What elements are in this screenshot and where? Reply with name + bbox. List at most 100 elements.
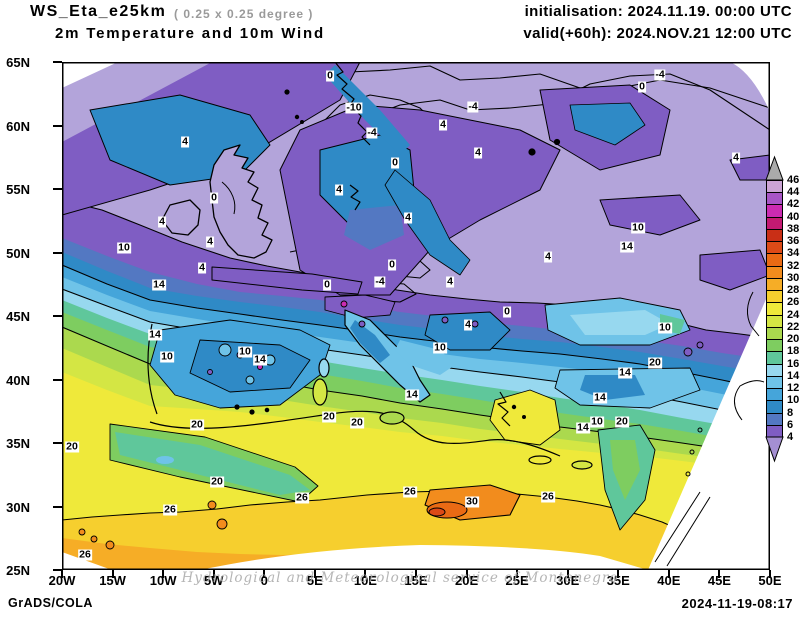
- contour-label: 4: [158, 215, 166, 228]
- colorbar-tick-label: 6: [787, 418, 794, 431]
- contour-label: 0: [210, 191, 218, 204]
- contour-label: 20: [648, 356, 662, 369]
- colorbar-tick-label: 32: [787, 259, 800, 272]
- contour-label: 0: [638, 80, 646, 93]
- lon-tick: [465, 570, 468, 578]
- lat-tick-label: 55N: [6, 182, 30, 197]
- contour-label: 4: [198, 261, 206, 274]
- lon-tick: [313, 570, 316, 578]
- lat-tick: [53, 505, 62, 508]
- contour-label: 26: [163, 503, 177, 516]
- watermark: Hydrological and Meteorological service …: [181, 570, 619, 586]
- contour-label: 20: [210, 475, 224, 488]
- colorbar-arrows: [765, 155, 784, 463]
- contour-label: 10: [590, 415, 604, 428]
- contour-label: 14: [620, 240, 634, 253]
- contour-label: 4: [446, 275, 454, 288]
- contour-label: 14: [152, 278, 166, 291]
- contour-label: 4: [439, 118, 447, 131]
- lat-tick: [53, 251, 62, 254]
- british-isles: [161, 144, 273, 259]
- lon-tick: [516, 570, 519, 578]
- lat-tick-label: 35N: [6, 436, 30, 451]
- contour-label: 4: [404, 211, 412, 224]
- contour-label: 10: [238, 345, 252, 358]
- contour-label: 0: [388, 258, 396, 271]
- lon-tick-label: 20W: [48, 573, 76, 588]
- colorbar-tick-label: 22: [787, 320, 800, 333]
- colorbar-over-arrow: [765, 155, 784, 181]
- plot-title: 2m Temperature and 10m Wind: [55, 25, 325, 42]
- contour-label: 4: [335, 183, 343, 196]
- colorbar-tick-label: 46: [787, 174, 800, 186]
- lat-tick: [53, 442, 62, 444]
- lon-tick: [61, 570, 63, 578]
- contour-label: 20: [322, 410, 336, 423]
- lat-tick: [53, 188, 62, 190]
- grid-resolution: ( 0.25 x 0.25 degree ): [174, 7, 314, 21]
- colorbar-tick-label: 14: [787, 369, 800, 382]
- lon-tick-label: 0: [260, 573, 268, 588]
- lon-tick-label: 5W: [203, 573, 224, 588]
- contour-label: 14: [253, 353, 267, 366]
- lon-tick: [212, 570, 215, 578]
- contour-label: 0: [391, 156, 399, 169]
- colorbar-tick-label: 34: [787, 247, 800, 260]
- colorbar-tick-label: 8: [787, 406, 794, 419]
- lon-tick-label: 15E: [404, 573, 428, 588]
- lat-tick-label: 65N: [6, 55, 30, 70]
- lat-tick-label: 40N: [6, 372, 30, 388]
- contour-label: -10: [345, 101, 363, 114]
- contour-label: 20: [190, 418, 204, 431]
- contour-label: -4: [467, 100, 479, 113]
- lon-tick: [111, 570, 114, 578]
- lon-tick: [263, 570, 266, 578]
- contour-label: 14: [405, 388, 419, 401]
- temperature-contour-map: [62, 62, 770, 570]
- lon-tick-label: 5E: [306, 573, 323, 588]
- contour-label: 14: [593, 391, 607, 404]
- model-name: WS_Eta_e25km: [30, 3, 167, 20]
- lon-tick-label: 20E: [454, 573, 479, 588]
- contour-label: -4: [374, 275, 386, 288]
- lon-tick-label: 50E: [758, 573, 782, 588]
- lat-tick-label: 45N: [6, 309, 30, 324]
- colorbar-tick-label: 20: [787, 333, 800, 346]
- lon-tick: [667, 570, 670, 578]
- contour-label: 10: [117, 241, 131, 254]
- contour-label: 10: [631, 221, 645, 234]
- contour-label: -4: [366, 126, 378, 139]
- colorbar-tick-label: 40: [787, 210, 800, 223]
- colorbar-tick-label: 36: [787, 235, 800, 248]
- lon-tick: [718, 570, 721, 578]
- contour-label: 26: [541, 490, 555, 503]
- contour-label: 4: [732, 151, 740, 164]
- colorbar-tick-label: 12: [787, 382, 800, 395]
- colorbar-tick-label: 28: [787, 284, 800, 297]
- contour-label: 10: [160, 350, 174, 363]
- colorbar-tick-label: 30: [787, 271, 800, 284]
- contour-label: 0: [326, 69, 334, 82]
- lon-tick-label: 25E: [505, 573, 529, 588]
- ghost-coastlines: [654, 291, 765, 567]
- contour-label: 0: [503, 305, 511, 318]
- contour-label: 4: [544, 250, 552, 263]
- lon-tick-label: 40E: [657, 573, 681, 588]
- lon-tick: [162, 570, 165, 578]
- colorbar-tick-label: 42: [787, 198, 800, 211]
- contour-label: 26: [403, 485, 417, 498]
- contour-label: 4: [474, 146, 482, 159]
- contour-label: 14: [618, 366, 632, 379]
- lat-tick: [53, 61, 62, 63]
- contour-label: 26: [295, 491, 309, 504]
- lon-tick: [617, 570, 620, 578]
- contour-label: -4: [654, 68, 666, 81]
- lat-tick-label: 30N: [6, 499, 30, 515]
- lon-tick-label: 45E: [707, 573, 731, 588]
- colorbar-tick-label: 44: [787, 186, 800, 199]
- lon-tick-label: 30E: [556, 573, 580, 588]
- lat-tick: [53, 569, 62, 571]
- colorbar-tick-label: 10: [787, 394, 800, 407]
- lon-tick: [364, 570, 367, 578]
